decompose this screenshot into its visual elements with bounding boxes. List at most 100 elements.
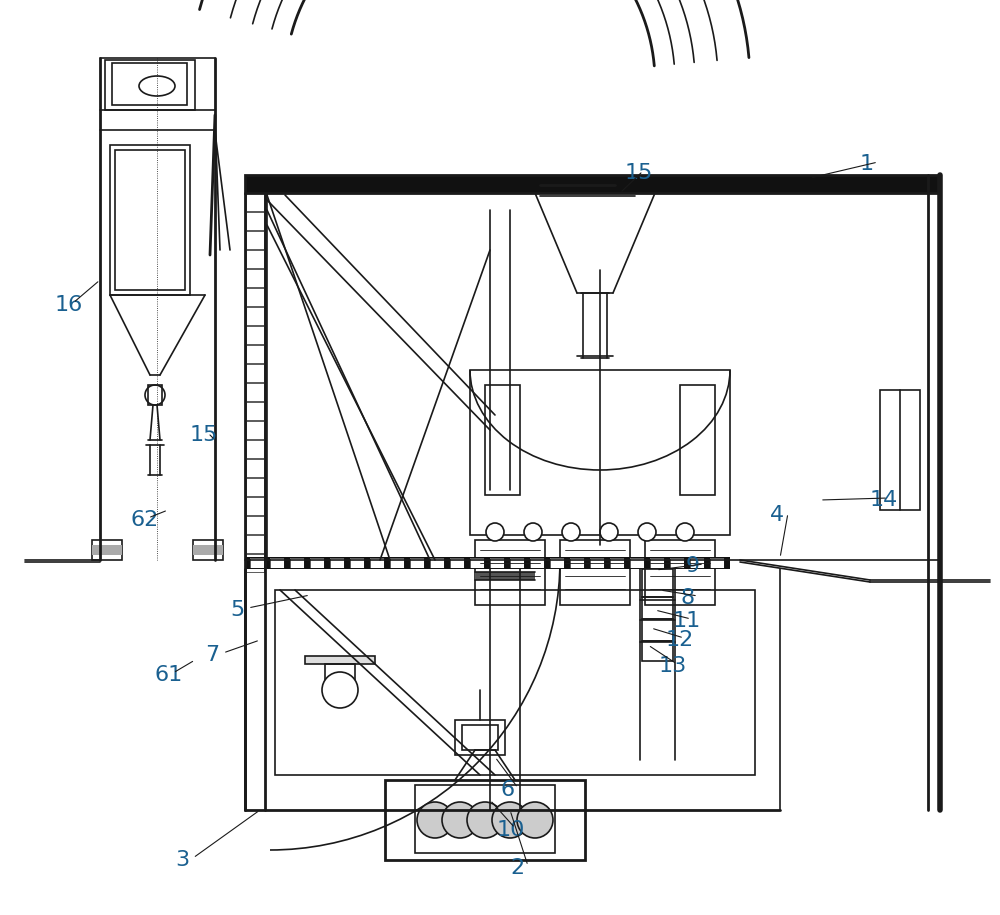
- Bar: [112, 63, 187, 105]
- Bar: [475, 540, 545, 605]
- Bar: [650, 558, 664, 568]
- Bar: [246, 269, 264, 287]
- Bar: [246, 326, 264, 344]
- Bar: [610, 558, 624, 568]
- Bar: [246, 478, 264, 496]
- Text: 2: 2: [510, 858, 524, 878]
- Bar: [475, 572, 535, 580]
- Bar: [245, 175, 940, 193]
- Bar: [250, 558, 264, 568]
- Bar: [470, 558, 484, 568]
- Bar: [642, 597, 673, 619]
- Text: 61: 61: [155, 665, 183, 685]
- Bar: [570, 558, 584, 568]
- Text: 8: 8: [680, 588, 694, 608]
- Bar: [246, 231, 264, 249]
- Bar: [246, 421, 264, 439]
- Bar: [270, 558, 284, 568]
- Bar: [310, 558, 324, 568]
- Ellipse shape: [442, 802, 478, 838]
- Bar: [610, 558, 624, 568]
- Bar: [485, 385, 520, 495]
- Bar: [246, 554, 264, 572]
- Ellipse shape: [467, 802, 503, 838]
- Bar: [455, 720, 505, 755]
- Bar: [670, 558, 684, 568]
- Bar: [570, 558, 584, 568]
- Bar: [290, 558, 304, 568]
- Ellipse shape: [492, 802, 528, 838]
- Bar: [430, 558, 444, 568]
- Bar: [246, 250, 264, 268]
- Bar: [530, 558, 544, 568]
- Bar: [630, 558, 644, 568]
- Bar: [470, 558, 484, 568]
- Text: 13: 13: [659, 656, 687, 676]
- Bar: [530, 558, 544, 568]
- Bar: [590, 558, 604, 568]
- Bar: [510, 558, 524, 568]
- Text: 6: 6: [500, 780, 514, 800]
- Bar: [490, 558, 504, 568]
- Bar: [246, 402, 264, 420]
- Text: 62: 62: [130, 510, 158, 530]
- Bar: [330, 558, 344, 568]
- Ellipse shape: [676, 523, 694, 541]
- Bar: [105, 60, 195, 110]
- Text: 9: 9: [686, 556, 700, 576]
- Ellipse shape: [638, 523, 656, 541]
- Bar: [550, 558, 564, 568]
- Bar: [560, 540, 630, 605]
- Bar: [650, 558, 664, 568]
- Bar: [115, 150, 185, 290]
- Bar: [370, 558, 384, 568]
- Bar: [350, 558, 364, 568]
- Text: 5: 5: [230, 600, 244, 620]
- Bar: [710, 558, 724, 568]
- Bar: [642, 569, 673, 597]
- Bar: [110, 145, 190, 295]
- Bar: [410, 558, 424, 568]
- Bar: [450, 558, 464, 568]
- Bar: [246, 535, 264, 553]
- Bar: [690, 558, 704, 568]
- Bar: [410, 558, 424, 568]
- Bar: [450, 558, 464, 568]
- Bar: [630, 558, 644, 568]
- Bar: [245, 557, 730, 569]
- Bar: [370, 558, 384, 568]
- Bar: [550, 558, 564, 568]
- Bar: [390, 558, 404, 568]
- Ellipse shape: [145, 385, 165, 405]
- Bar: [250, 558, 264, 568]
- Ellipse shape: [517, 802, 553, 838]
- Bar: [590, 558, 604, 568]
- Text: 7: 7: [205, 645, 219, 665]
- Text: 1: 1: [860, 154, 874, 174]
- Bar: [430, 558, 444, 568]
- Bar: [290, 558, 304, 568]
- Bar: [642, 641, 673, 661]
- Bar: [325, 664, 355, 689]
- Text: 14: 14: [870, 490, 898, 510]
- Bar: [305, 656, 375, 664]
- Ellipse shape: [139, 76, 175, 96]
- Text: 3: 3: [175, 850, 189, 870]
- Bar: [193, 540, 223, 560]
- Bar: [246, 212, 264, 230]
- Text: 4: 4: [770, 505, 784, 525]
- Ellipse shape: [562, 523, 580, 541]
- Bar: [246, 440, 264, 458]
- Bar: [92, 540, 122, 560]
- Bar: [246, 364, 264, 382]
- Text: 16: 16: [55, 295, 83, 315]
- Bar: [270, 558, 284, 568]
- Bar: [510, 558, 524, 568]
- Bar: [246, 497, 264, 515]
- Bar: [246, 383, 264, 401]
- Bar: [246, 459, 264, 477]
- Bar: [193, 545, 223, 555]
- Bar: [390, 558, 404, 568]
- Bar: [385, 780, 585, 860]
- Bar: [645, 540, 715, 605]
